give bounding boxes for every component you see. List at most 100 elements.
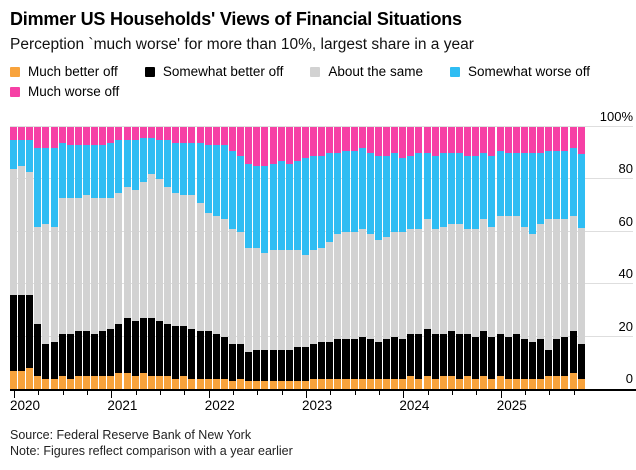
bar-segment [577,227,585,345]
bar-segment [58,375,66,389]
bar-column [91,127,99,389]
bar-segment [464,334,472,376]
bar-segment [415,334,423,379]
legend-label: Somewhat better off [162,64,284,79]
bar-segment [391,127,399,154]
bar-segment [172,326,180,379]
bar-segment [34,226,42,324]
x-axis-year-label: 2022 [204,398,235,413]
bar-segment [131,127,139,141]
bar-segment [358,378,366,389]
bar-segment [431,127,439,156]
tick-mark [233,391,235,395]
bar-segment [488,155,496,227]
bar-column [358,127,366,389]
bar-segment [34,147,42,227]
bar-segment [456,334,464,379]
bar-segment [245,352,253,382]
bar-column [577,127,585,389]
bar-segment [50,127,58,148]
bar-segment [366,153,374,235]
bar-segment [569,148,577,217]
bar-segment [293,127,301,162]
bar-segment [545,127,553,151]
bar-segment [91,375,99,389]
bar-segment [50,226,58,342]
bar-column [245,127,253,389]
x-axis-year-label: 2021 [107,398,138,413]
bar-column [82,127,90,389]
bar-segment [50,148,58,227]
bar-segment [374,155,382,240]
bar-column [42,127,50,389]
bar-segment [537,153,545,224]
bar-segment [18,166,26,295]
x-axis-year-label: 2025 [496,398,527,413]
bar-segment [74,127,82,146]
tick-mark [184,391,186,395]
bar-segment [456,127,464,154]
bar-segment [99,331,107,376]
bar-segment [99,127,107,146]
tick-mark [403,391,405,398]
bar-column [147,127,155,389]
bar-column [529,127,537,389]
bar-segment [391,336,399,379]
bar-segment [155,127,163,141]
tick-mark [500,391,502,398]
bar-column [399,127,407,389]
bar-segment [301,347,309,382]
bar-segment [188,195,196,329]
x-axis-year-label: 2024 [399,398,430,413]
bar-segment [512,153,520,217]
bar-segment [520,339,528,379]
bar-segment [245,247,253,353]
bar-column [66,127,74,389]
bar-column [285,127,293,389]
y-axis-label: 80 [618,161,633,177]
bar-segment [147,174,155,319]
bar-segment [383,339,391,379]
bar-segment [512,334,520,379]
bar-segment [553,218,561,340]
bar-segment [66,127,74,146]
bar-segment [545,375,553,389]
bar-segment [123,318,131,374]
tick-mark [452,391,454,395]
bar-segment [301,127,309,159]
bar-segment [310,127,318,156]
bar-segment [10,140,18,169]
bar-column [301,127,309,389]
legend-item: Much worse off [10,84,119,99]
stacked-bars [10,127,586,389]
bar-segment [480,375,488,389]
bar-segment [423,127,431,154]
bar-segment [82,195,90,332]
bar-column [172,127,180,389]
x-axis-year-label: 2020 [10,398,41,413]
bar-column [10,127,18,389]
bar-segment [326,242,334,342]
tick-mark [281,391,283,395]
tick-mark [549,391,551,395]
bar-segment [301,158,309,256]
bar-segment [447,127,455,154]
bar-segment [237,231,245,345]
tick-mark [135,391,137,395]
bar-column [220,127,228,389]
bar-segment [439,334,447,376]
tick-mark [525,391,527,395]
bar-column [496,127,504,389]
bar-segment [504,336,512,379]
bar-segment [261,166,269,253]
bar-segment [415,127,423,154]
bar-column [277,127,285,389]
bar-segment [512,378,520,389]
bar-segment [520,153,528,227]
bar-segment [293,161,301,251]
bar-segment [58,142,66,198]
bar-segment [447,153,455,224]
bar-segment [383,237,391,340]
bar-column [228,127,236,389]
bar-segment [253,247,261,350]
